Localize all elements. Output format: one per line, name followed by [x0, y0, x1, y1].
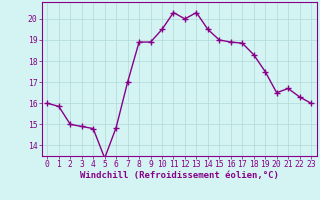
X-axis label: Windchill (Refroidissement éolien,°C): Windchill (Refroidissement éolien,°C): [80, 171, 279, 180]
